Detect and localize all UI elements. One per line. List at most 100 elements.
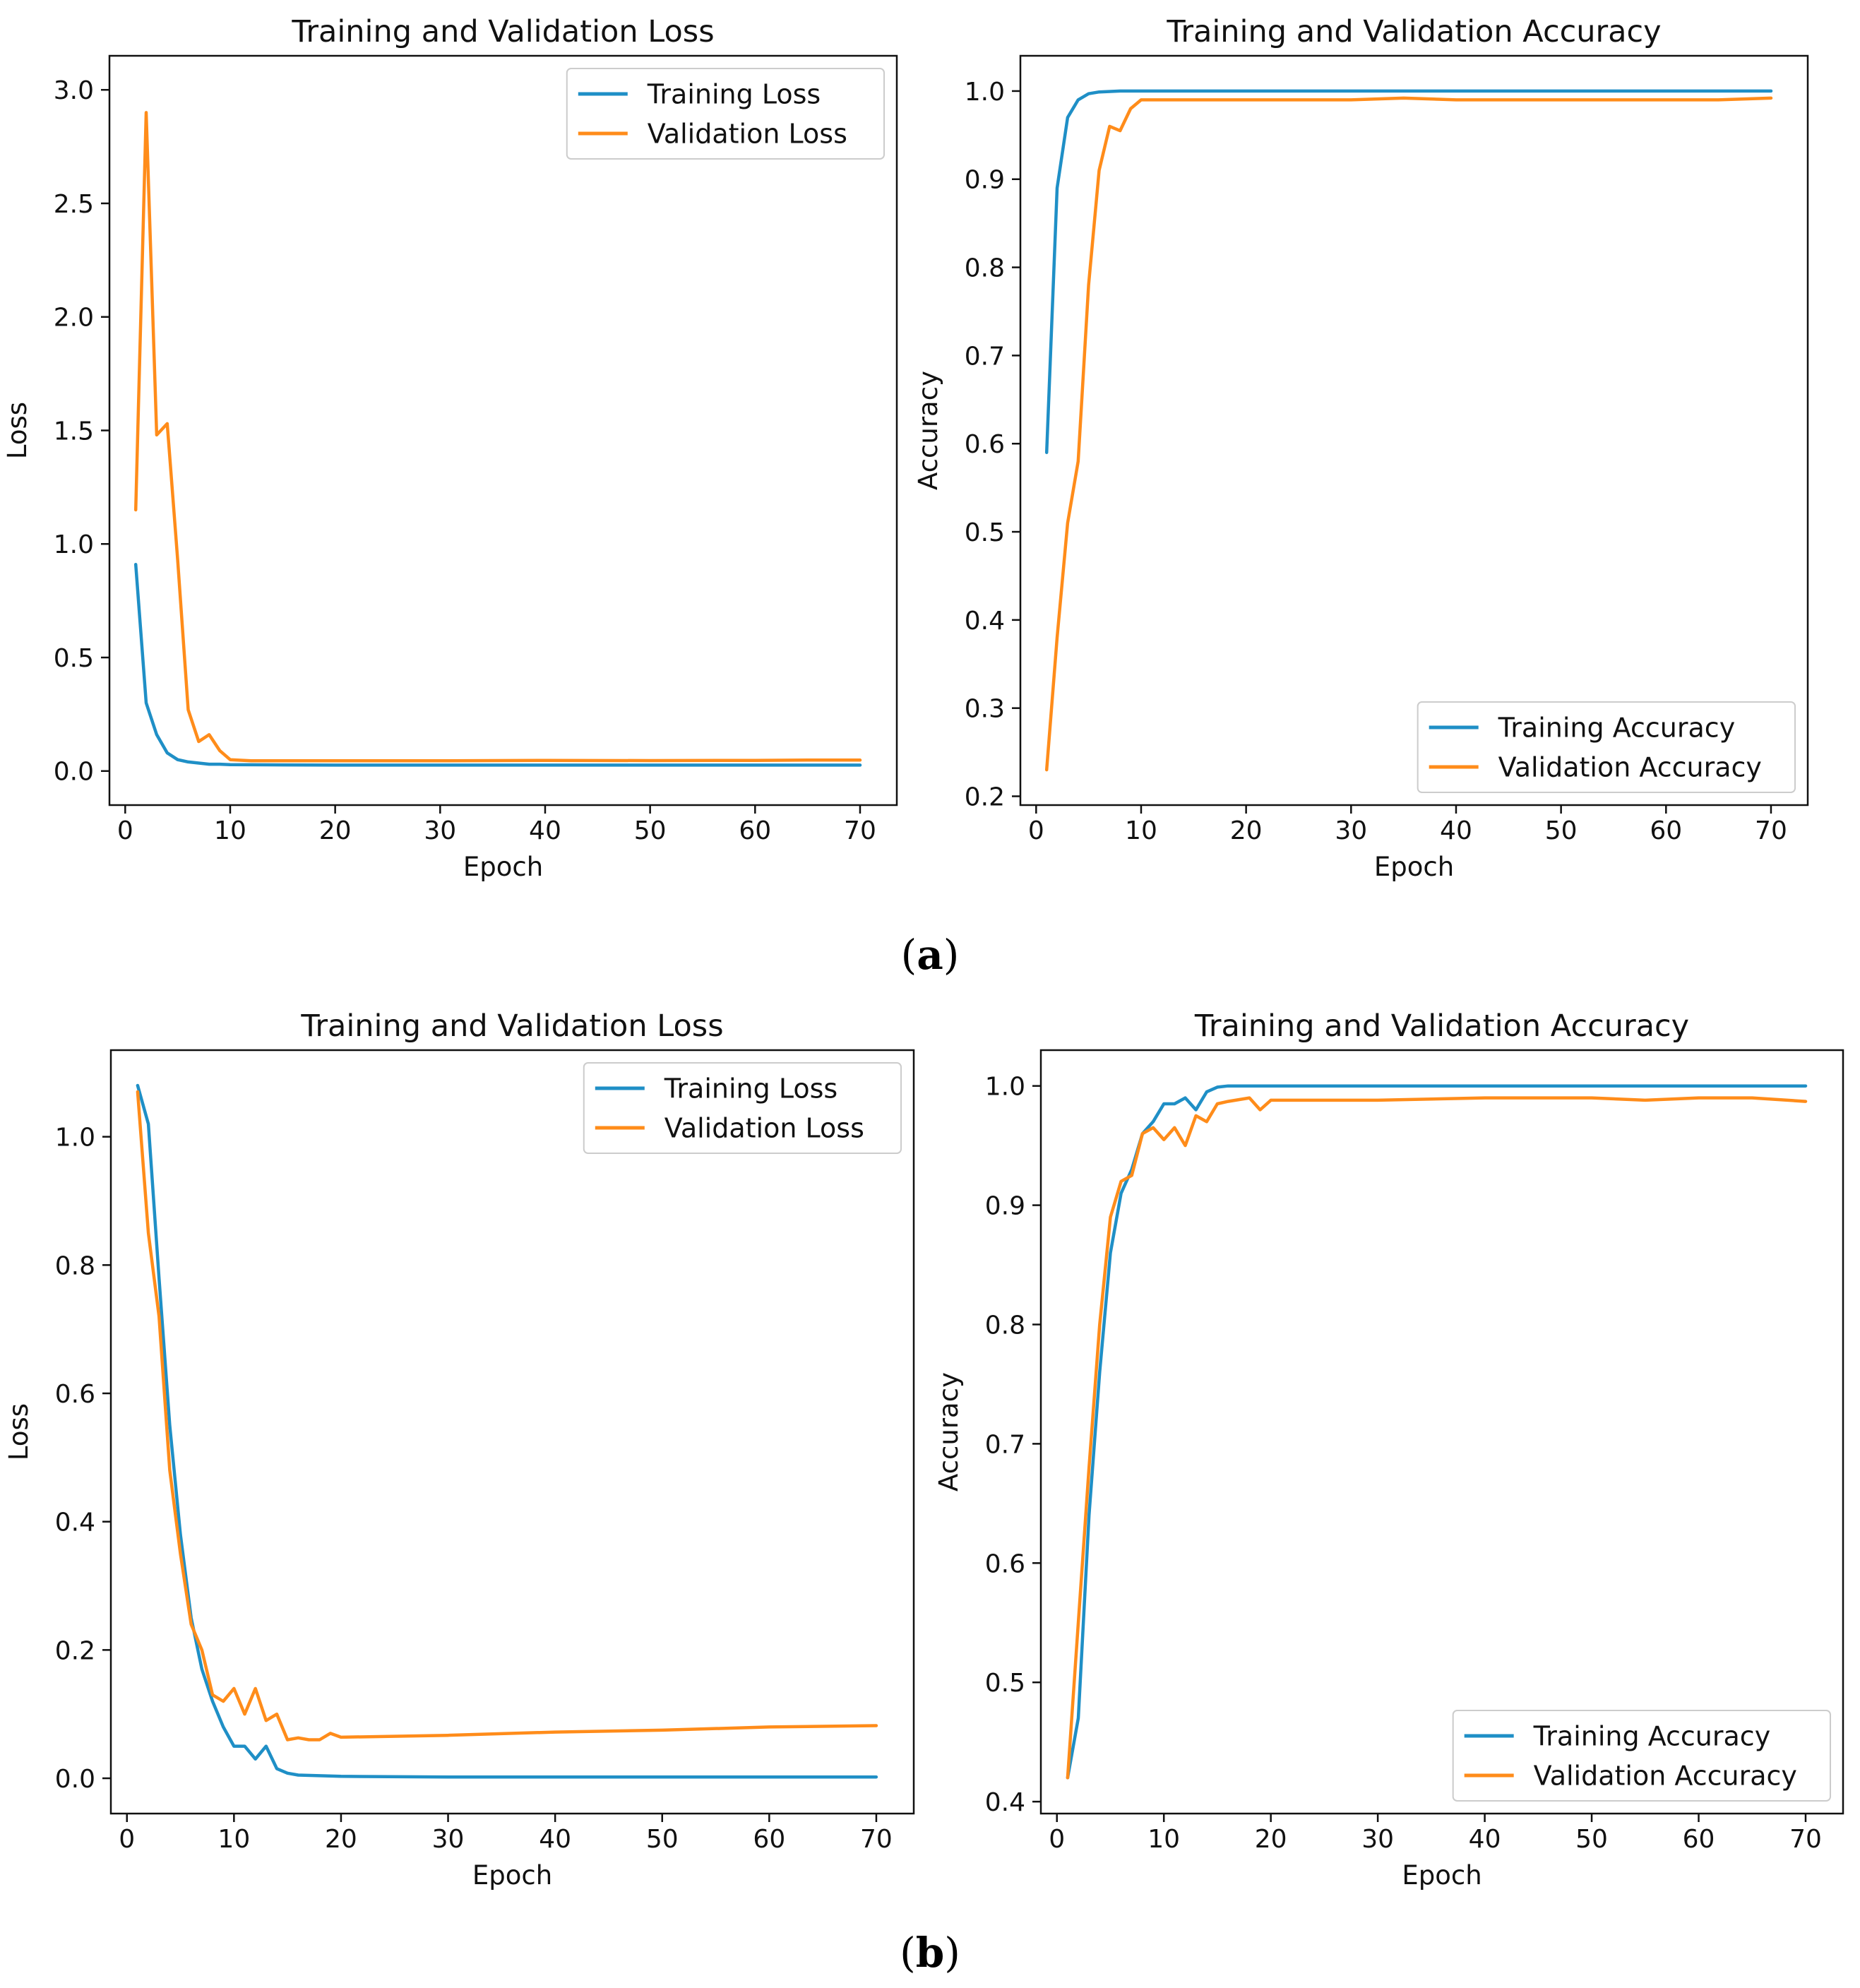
series-line-training-loss: [136, 1083, 878, 1779]
x-tick-label: 10: [1125, 816, 1157, 845]
chart-b-loss: Training and Validation Loss 0 10 20 30 40 50 6…: [4, 1008, 915, 1891]
y-tick-label: 0.0: [55, 1765, 95, 1794]
x-tick-label: 40: [539, 1825, 571, 1854]
legend-label: Validation Loss: [648, 119, 847, 150]
y-tick-label: 0.6: [55, 1380, 95, 1409]
y-tick-label: 0.3: [965, 695, 1005, 724]
x-tick-label: 60: [739, 816, 771, 845]
legend-label: Validation Accuracy: [1534, 1761, 1797, 1792]
x-tick-label: 50: [646, 1825, 679, 1854]
y-tick-label: 0.7: [985, 1430, 1025, 1459]
x-tick-label: 70: [1755, 816, 1787, 845]
x-tick-label: 20: [325, 1825, 357, 1854]
y-axis-label: Accuracy: [913, 371, 943, 490]
y-tick-label: 0.7: [965, 342, 1005, 371]
x-tick-label: 70: [860, 1825, 893, 1854]
x-tick-label: 0: [1049, 1825, 1065, 1854]
series-line-validation-loss: [133, 111, 862, 763]
y-tick-label: 0.4: [965, 607, 1005, 636]
x-tick-label: 10: [214, 816, 246, 845]
plot-frame: [1019, 54, 1809, 806]
y-tick-label: 1.0: [985, 1073, 1025, 1102]
legend-label: Training Loss: [647, 79, 821, 110]
chart-b-accuracy: Training and Validation Accuracy 0 10 20 30 4…: [934, 1008, 1844, 1891]
x-tick-label: 40: [529, 816, 561, 845]
y-tick-label: 0.8: [55, 1251, 95, 1280]
panel-label-b: (b): [900, 1929, 960, 1977]
panel-label-b-letter: b: [916, 1929, 945, 1977]
y-tick-label: 3.0: [54, 76, 94, 105]
x-tick-label: 20: [1255, 1825, 1287, 1854]
plot-frame: [108, 54, 898, 806]
chart-title: Training and Validation Loss: [291, 14, 714, 49]
chart-title: Training and Validation Accuracy: [1194, 1008, 1689, 1044]
chart-title: Training and Validation Accuracy: [1166, 14, 1661, 49]
series-line-training-accuracy: [1066, 1084, 1808, 1780]
y-tick-label: 2.0: [54, 304, 94, 333]
chart-title: Training and Validation Loss: [300, 1008, 723, 1044]
x-tick-label: 20: [319, 816, 352, 845]
chart-a-loss: Training and Validation Loss 0 10 20 30 40 50 6…: [2, 14, 898, 882]
y-tick-label: 0.6: [965, 430, 1005, 459]
y-tick-label: 0.4: [985, 1788, 1025, 1817]
y-tick-label: 0.9: [985, 1192, 1025, 1221]
x-axis-label: Epoch: [463, 852, 543, 882]
y-tick-label: 2.5: [54, 190, 94, 219]
series-line-validation-accuracy: [1044, 96, 1773, 772]
x-tick-label: 60: [753, 1825, 785, 1854]
legend-label: Validation Accuracy: [1498, 752, 1762, 783]
x-tick-label: 20: [1230, 816, 1263, 845]
x-tick-label: 0: [117, 816, 133, 845]
x-tick-label: 30: [432, 1825, 465, 1854]
y-tick-label: 0.6: [985, 1549, 1025, 1578]
legend-label: Training Loss: [664, 1073, 837, 1105]
series-line-validation-accuracy: [1066, 1096, 1808, 1780]
x-tick-label: 70: [1789, 1825, 1822, 1854]
y-tick-label: 0.2: [965, 782, 1005, 811]
y-tick-label: 0.5: [54, 644, 94, 673]
x-axis-label: Epoch: [472, 1860, 552, 1891]
legend-box: [583, 1062, 902, 1154]
plot-frame: [1039, 1049, 1844, 1815]
x-tick-label: 60: [1683, 1825, 1715, 1854]
y-tick-label: 0.8: [985, 1311, 1025, 1340]
legend-box: [566, 68, 885, 160]
x-tick-label: 10: [217, 1825, 250, 1854]
panel-label-a: (a): [901, 931, 960, 979]
y-tick-label: 1.0: [54, 530, 94, 559]
y-tick-label: 1.5: [54, 417, 94, 446]
y-axis-label: Loss: [4, 1403, 34, 1460]
x-tick-label: 0: [1028, 816, 1044, 845]
x-tick-label: 30: [424, 816, 456, 845]
y-tick-label: 0.5: [985, 1669, 1025, 1698]
x-tick-label: 40: [1469, 1825, 1501, 1854]
series-line-training-loss: [133, 562, 862, 767]
chart-a-accuracy: Training and Validation Accuracy 0 10 20 30 4…: [913, 14, 1809, 882]
y-axis-label: Accuracy: [934, 1372, 964, 1492]
x-tick-label: 30: [1361, 1825, 1394, 1854]
legend-box: [1452, 1710, 1831, 1802]
x-tick-label: 70: [844, 816, 876, 845]
y-tick-label: 0.9: [965, 166, 1005, 195]
x-tick-label: 50: [1575, 1825, 1608, 1854]
legend-box: [1417, 701, 1796, 793]
legend-label: Training Accuracy: [1533, 1721, 1771, 1752]
legend-label: Validation Loss: [664, 1113, 864, 1144]
series-line-training-accuracy: [1044, 89, 1773, 454]
y-axis-label: Loss: [2, 402, 32, 459]
y-tick-label: 1.0: [965, 78, 1005, 107]
y-tick-label: 0.0: [54, 758, 94, 787]
x-axis-label: Epoch: [1374, 852, 1454, 882]
series-line-validation-loss: [136, 1090, 878, 1742]
plot-frame: [109, 1049, 915, 1815]
y-tick-label: 1.0: [55, 1124, 95, 1153]
y-tick-label: 0.5: [965, 518, 1005, 547]
x-tick-label: 40: [1440, 816, 1472, 845]
x-tick-label: 50: [634, 816, 667, 845]
x-tick-label: 60: [1650, 816, 1682, 845]
x-tick-label: 50: [1545, 816, 1578, 845]
panel-label-a-letter: a: [917, 931, 943, 979]
y-tick-label: 0.2: [55, 1636, 95, 1665]
y-tick-label: 0.4: [55, 1508, 95, 1537]
